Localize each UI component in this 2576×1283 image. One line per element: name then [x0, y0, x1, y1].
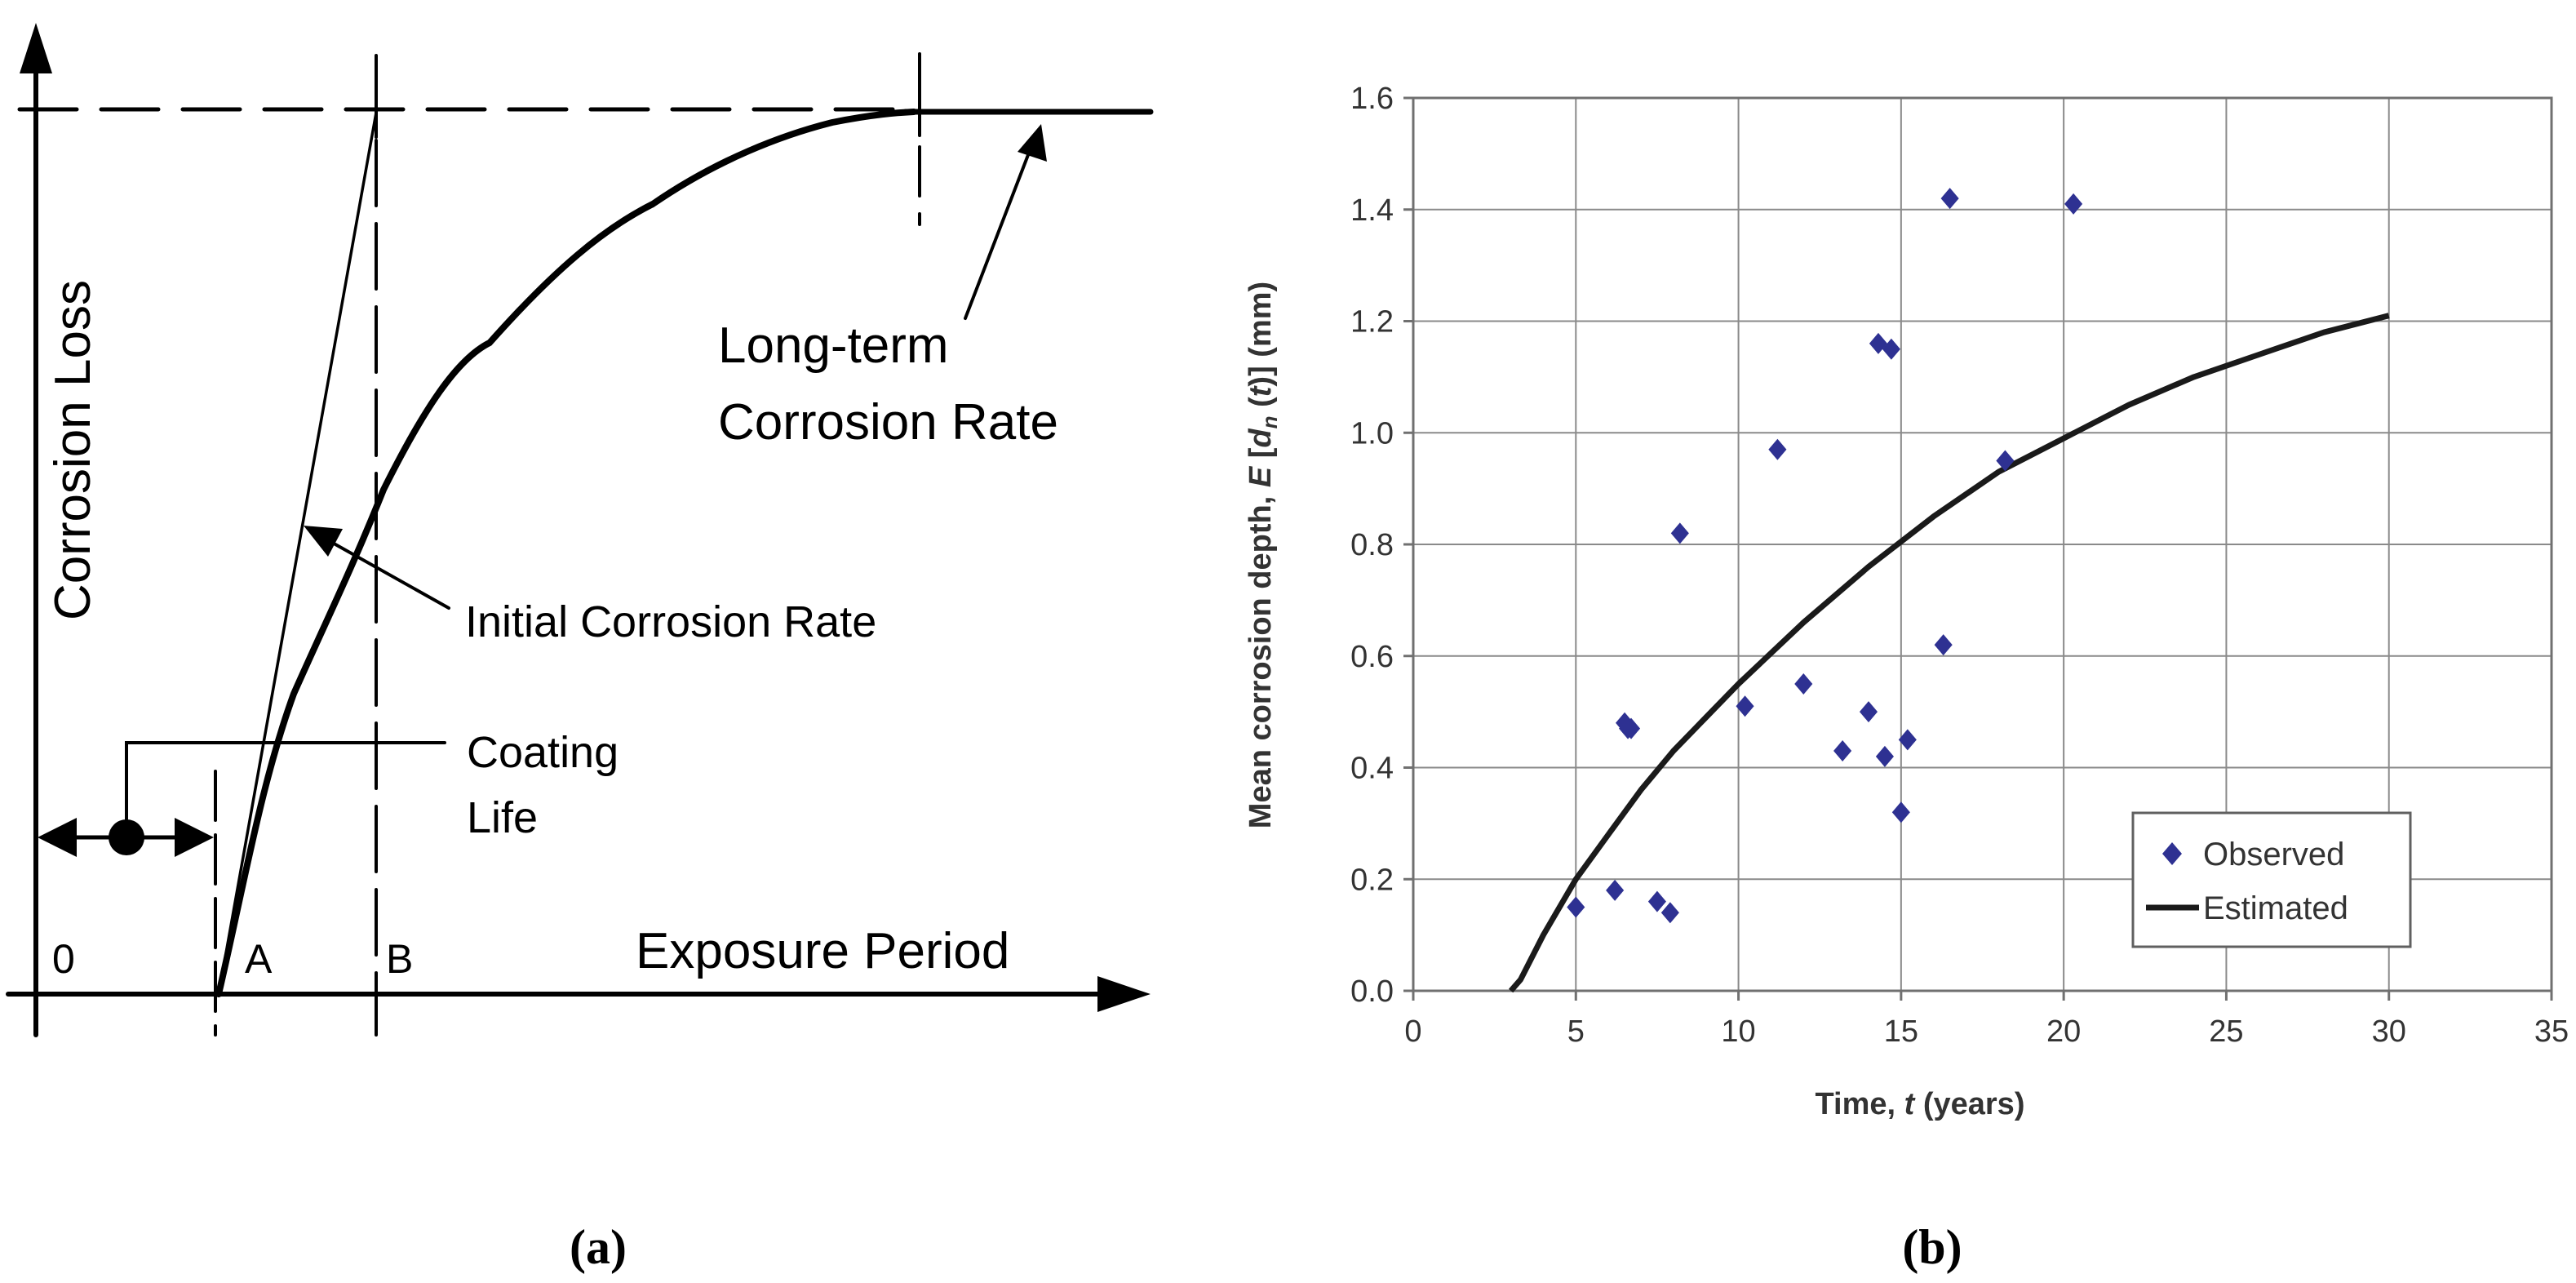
b-y-tick-label: 1.4 [1350, 193, 1394, 228]
b-observed-point [1736, 695, 1754, 717]
a-coating-life-label-line2: Life [467, 793, 538, 842]
b-observed-point [1940, 188, 1959, 210]
b-x-tick-label: 0 [1404, 1014, 1421, 1049]
b-observed-point [1794, 673, 1813, 695]
a-corrosion-curve [215, 109, 917, 997]
a-coating-life-label-line1: Coating [467, 728, 619, 777]
b-x-tick-label: 20 [2046, 1014, 2081, 1049]
b-x-tick-label: 15 [1884, 1014, 1918, 1049]
b-observed-point [1660, 902, 1679, 924]
b-observed-point [1859, 701, 1878, 723]
b-observed-point [1869, 332, 1888, 354]
a-tick-0: 0 [52, 936, 75, 982]
b-observed-point [2064, 193, 2083, 215]
b-x-tick-label: 30 [2372, 1014, 2406, 1049]
b-observed-point [1567, 896, 1585, 918]
b-y-tick-label: 0.6 [1350, 640, 1394, 674]
b-y-tick-label: 1.2 [1350, 305, 1394, 340]
b-observed-point [1996, 450, 2015, 472]
a-initial-rate-pointer-head [304, 526, 343, 557]
b-legend-observed-label: Observed [2203, 837, 2344, 872]
b-y-tick-labels: 0.0 0.2 0.4 0.6 0.8 1.0 1.2 1.4 1.6 [1350, 82, 1394, 1009]
panel-a-labels: Corrosion Loss Exposure Period Long-term… [45, 280, 1058, 1274]
b-observed-point [1833, 739, 1852, 761]
panel-b-chart: 0.0 0.2 0.4 0.6 0.8 1.0 1.2 1.4 1.6 0 5 10 15 20 25 30… [1244, 82, 2569, 1274]
b-x-tick-label: 25 [2209, 1014, 2243, 1049]
b-y-tick-label: 0.0 [1350, 974, 1394, 1009]
a-coating-life-right-arrowhead [175, 818, 214, 857]
a-coating-life-dot [109, 819, 144, 855]
a-long-term-pointer [964, 147, 1032, 320]
b-observed-point [1934, 634, 1953, 656]
a-initial-rate-label: Initial Corrosion Rate [465, 597, 876, 646]
b-observed-point [1647, 890, 1666, 912]
b-observed-point [1882, 338, 1900, 360]
a-long-term-label-line2: Corrosion Rate [718, 394, 1058, 451]
b-observed-point [1621, 717, 1641, 739]
panel-a-schematic [6, 23, 1154, 1037]
b-observed-point [1891, 801, 1910, 824]
a-x-axis-label: Exposure Period [636, 923, 1009, 979]
a-long-term-label-line1: Long-term [718, 317, 949, 374]
b-caption: (b) [1902, 1220, 1962, 1274]
b-legend-estimated-label: Estimated [2203, 890, 2348, 926]
b-observed-point [1768, 438, 1787, 460]
b-x-tick-label: 10 [1721, 1014, 1755, 1049]
b-x-tick-label: 5 [1567, 1014, 1585, 1049]
b-legend: Observed Estimated [2131, 811, 2412, 948]
b-observed-point [1898, 729, 1917, 751]
a-coating-life-left-arrowhead [38, 818, 77, 857]
b-y-tick-label: 0.2 [1350, 863, 1394, 897]
b-x-axis-label: Time, t (years) [1816, 1087, 2025, 1121]
b-series-observed-points [1567, 188, 2083, 924]
b-series-estimated-line [1508, 313, 2390, 993]
b-x-tick-labels: 0 5 10 15 20 25 30 35 [1404, 1014, 2569, 1049]
b-legend-box [2131, 811, 2412, 948]
b-legend-observed-marker [2162, 842, 2182, 865]
b-plot-area [1412, 96, 2553, 992]
a-tick-A: A [245, 936, 273, 982]
b-observed-point [1875, 745, 1894, 767]
a-initial-rate-line [217, 111, 378, 996]
a-y-axis-label: Corrosion Loss [45, 280, 101, 620]
a-y-axis-arrowhead [20, 23, 52, 73]
b-observed-point [1670, 522, 1689, 544]
b-y-tick-label: 1.6 [1350, 82, 1394, 116]
b-y-tick-label: 0.8 [1350, 528, 1394, 562]
b-y-axis-label: Mean corrosion depth, E [dn (t)] (mm) [1244, 282, 1282, 828]
b-observed-point [1606, 879, 1625, 901]
a-caption: (a) [570, 1220, 627, 1274]
a-x-axis-arrowhead [1097, 976, 1151, 1012]
b-y-tick-label: 1.0 [1350, 416, 1394, 451]
a-tick-B: B [386, 936, 413, 982]
a-coating-life-leader [125, 741, 446, 821]
a-initial-rate-pointer [321, 535, 450, 610]
b-x-tick-label: 35 [2534, 1014, 2569, 1049]
b-y-tick-label: 0.4 [1350, 752, 1394, 786]
a-long-term-pointer-head [1018, 124, 1047, 162]
